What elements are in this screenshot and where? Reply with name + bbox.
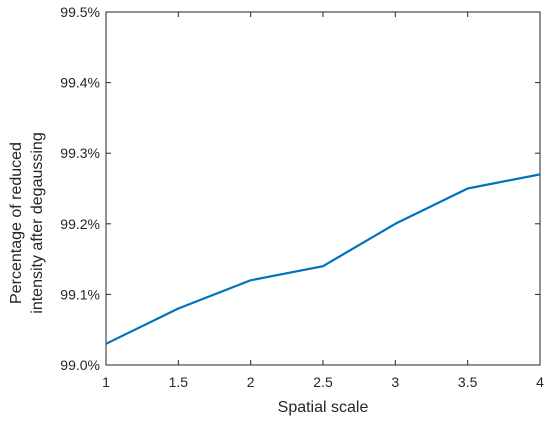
y-tick-label: 99.0%: [60, 357, 100, 373]
y-tick-label: 99.5%: [60, 4, 100, 20]
x-tick-label: 3.5: [458, 374, 478, 390]
y-tick-label: 99.1%: [60, 286, 100, 302]
x-tick-label: 1.5: [169, 374, 189, 390]
y-tick-label: 99.3%: [60, 145, 100, 161]
x-axis-label: Spatial scale: [278, 399, 369, 416]
y-tick-label: 99.4%: [60, 75, 100, 91]
x-tick-label: 4: [536, 374, 544, 390]
x-tick-label: 3: [391, 374, 399, 390]
x-tick-label: 1: [102, 374, 110, 390]
y-tick-label: 99.2%: [60, 216, 100, 232]
series-line: [105, 173, 541, 345]
y-axis-label-line-2: intensity after degaussing: [29, 132, 46, 313]
y-axis-ticks: 99.0% 99.1% 99.2% 99.3% 99.4% 99.5%: [60, 4, 540, 373]
y-axis-label-line-1: Percentage of reduced: [8, 142, 25, 304]
series-layer: [105, 173, 541, 345]
x-tick-label: 2: [247, 374, 255, 390]
x-axis-ticks: 1 1.5 2 2.5 3 3.5 4: [102, 12, 544, 390]
x-tick-label: 2.5: [313, 374, 333, 390]
